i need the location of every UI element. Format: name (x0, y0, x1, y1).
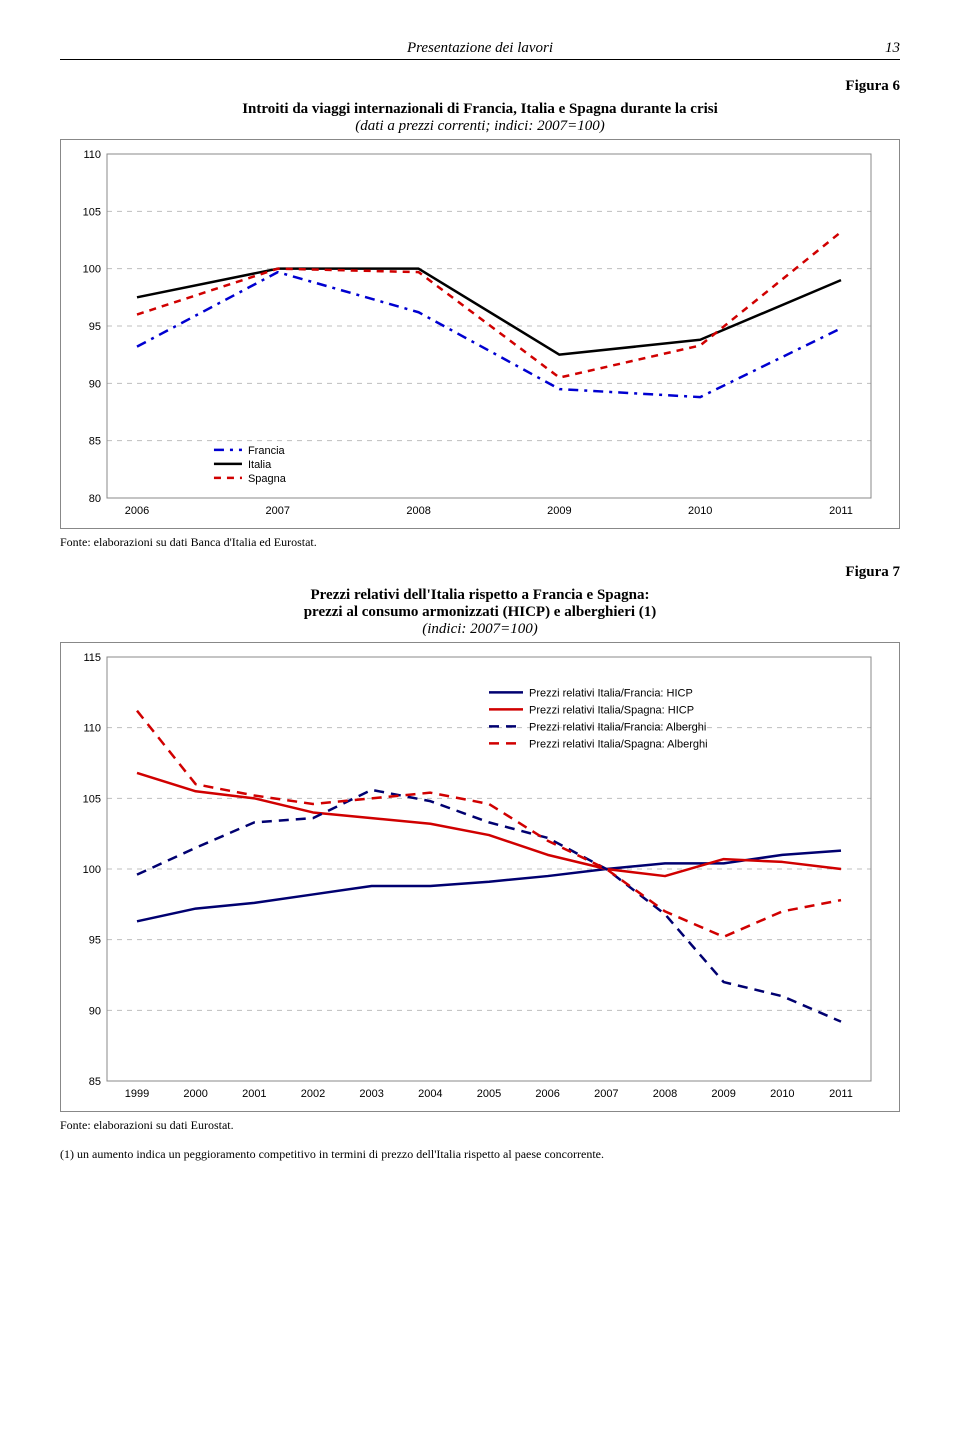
svg-text:80: 80 (89, 493, 101, 505)
svg-text:2009: 2009 (711, 1088, 735, 1100)
svg-text:2003: 2003 (359, 1088, 383, 1100)
figure7-label: Figura 7 (60, 564, 900, 581)
figure6-label: Figura 6 (60, 78, 900, 95)
svg-text:2006: 2006 (125, 505, 149, 517)
svg-text:2007: 2007 (266, 505, 290, 517)
figure7-source: Fonte: elaborazioni su dati Eurostat. (60, 1118, 900, 1133)
header-title: Presentazione dei lavori (407, 40, 553, 56)
svg-text:115: 115 (83, 652, 101, 664)
svg-text:2009: 2009 (547, 505, 571, 517)
svg-text:Prezzi relativi Italia/Spagna:: Prezzi relativi Italia/Spagna: Alberghi (529, 738, 708, 750)
svg-text:2007: 2007 (594, 1088, 618, 1100)
svg-text:2006: 2006 (535, 1088, 559, 1100)
svg-text:100: 100 (83, 264, 101, 276)
svg-text:2011: 2011 (829, 1088, 853, 1100)
svg-text:100: 100 (83, 864, 101, 876)
svg-text:110: 110 (83, 149, 101, 161)
svg-text:Francia: Francia (248, 445, 286, 457)
figure7-footnote: (1) un aumento indica un peggioramento c… (60, 1147, 900, 1162)
svg-text:2011: 2011 (829, 505, 853, 517)
svg-text:105: 105 (83, 206, 101, 218)
svg-text:Spagna: Spagna (248, 473, 287, 485)
svg-text:Prezzi relativi Italia/Francia: Prezzi relativi Italia/Francia: Alberghi (529, 721, 706, 733)
svg-text:2005: 2005 (477, 1088, 501, 1100)
svg-text:95: 95 (89, 321, 101, 333)
svg-text:95: 95 (89, 935, 101, 947)
svg-text:2010: 2010 (688, 505, 712, 517)
figure6-chart: 80 85 90 95 100 105 110 2006 2007 2008 2009 2010 201… (60, 139, 900, 529)
figure6-title: Introiti da viaggi internazionali di Fra… (60, 101, 900, 118)
svg-text:Italia: Italia (248, 459, 272, 471)
figure7-subtitle: (indici: 2007=100) (60, 621, 900, 638)
svg-text:105: 105 (83, 793, 101, 805)
svg-text:2000: 2000 (183, 1088, 207, 1100)
svg-text:85: 85 (89, 1076, 101, 1088)
svg-text:2008: 2008 (406, 505, 430, 517)
svg-text:2001: 2001 (242, 1088, 266, 1100)
page-header: Presentazione dei lavori 13 (60, 40, 900, 60)
svg-text:2010: 2010 (770, 1088, 794, 1100)
page-number: 13 (885, 40, 900, 57)
figure6-source: Fonte: elaborazioni su dati Banca d'Ital… (60, 535, 900, 550)
svg-text:110: 110 (83, 723, 101, 735)
svg-text:2004: 2004 (418, 1088, 442, 1100)
figure7-chart: 85 90 95 100 105 110 115 1999 2000 2001 2002 2003 20… (60, 642, 900, 1112)
svg-text:1999: 1999 (125, 1088, 149, 1100)
figure6-subtitle: (dati a prezzi correnti; indici: 2007=10… (60, 118, 900, 135)
figure7-title2: prezzi al consumo armonizzati (HICP) e a… (60, 604, 900, 621)
figure7-title: Prezzi relativi dell'Italia rispetto a F… (60, 587, 900, 604)
figure6-svg: 80 85 90 95 100 105 110 2006 2007 2008 2009 2010 201… (65, 144, 885, 524)
svg-text:2008: 2008 (653, 1088, 677, 1100)
svg-text:90: 90 (89, 1005, 101, 1017)
svg-text:Prezzi relativi Italia/Francia: Prezzi relativi Italia/Francia: HICP (529, 687, 693, 699)
svg-text:2002: 2002 (301, 1088, 325, 1100)
svg-text:Prezzi relativi Italia/Spagna:: Prezzi relativi Italia/Spagna: HICP (529, 704, 694, 716)
figure7-svg: 85 90 95 100 105 110 115 1999 2000 2001 2002 2003 20… (65, 647, 885, 1107)
svg-text:85: 85 (89, 436, 101, 448)
svg-text:90: 90 (89, 378, 101, 390)
